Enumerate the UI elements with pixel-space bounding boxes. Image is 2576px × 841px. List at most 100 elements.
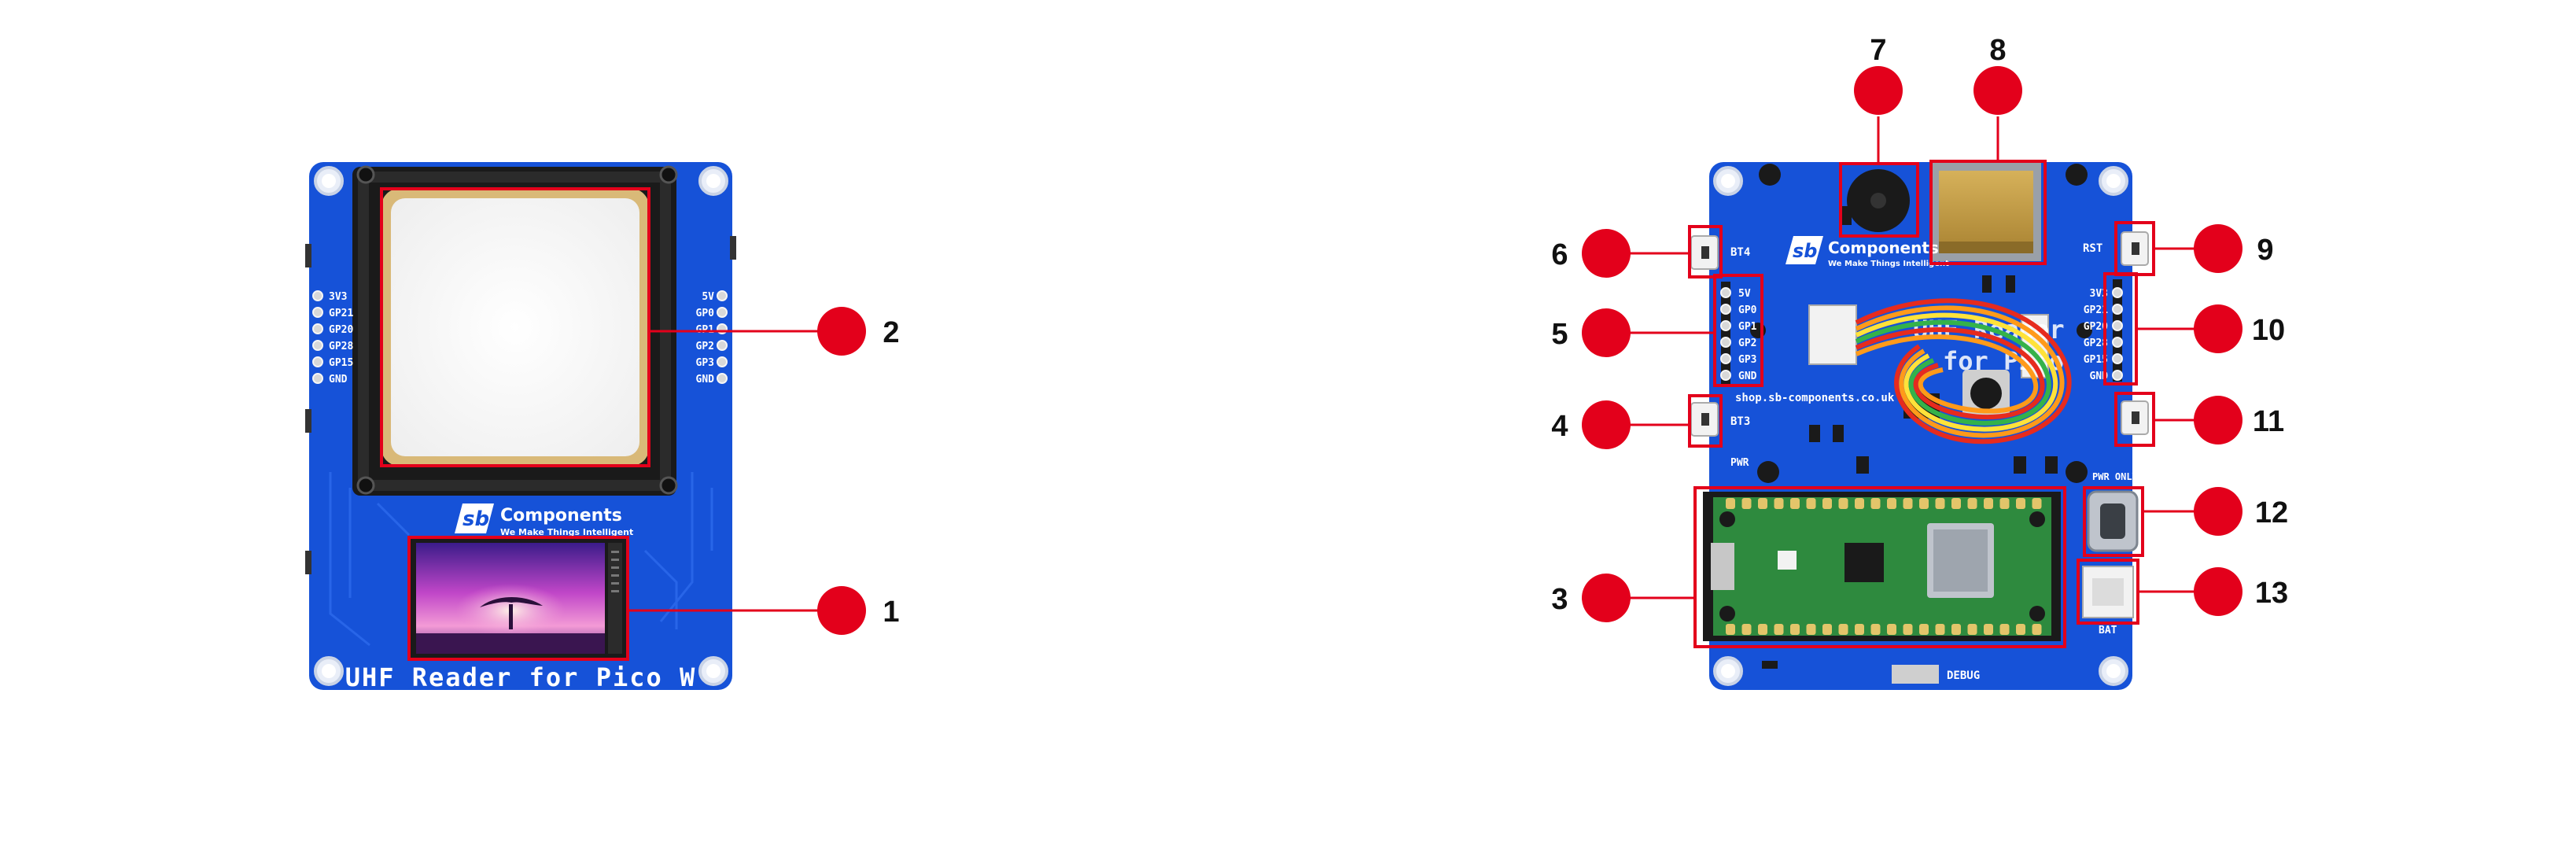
battery-connector bbox=[2082, 566, 2134, 618]
pin-label: GP0 bbox=[696, 308, 715, 319]
front-board-title: UHF Reader for Pico W bbox=[345, 662, 697, 692]
pin-label: GND bbox=[696, 374, 715, 385]
callout-10: 10 bbox=[2103, 272, 2285, 385]
ribbon-cable bbox=[1855, 298, 2072, 444]
callout-13-number: 13 bbox=[2255, 577, 2288, 610]
back-brand-mark: sb bbox=[1793, 240, 1817, 262]
back-brand-logo: sb Components We Make Things Intelligent bbox=[1786, 236, 1949, 268]
label-rst: RST bbox=[2083, 242, 2102, 255]
pin-pad bbox=[717, 290, 728, 301]
front-brand-tagline: We Make Things Intelligent bbox=[500, 527, 633, 537]
back-brand-tagline: We Make Things Intelligent bbox=[1828, 260, 1949, 268]
pico-pin bbox=[1741, 624, 1752, 635]
callout-8-number: 8 bbox=[1989, 34, 2006, 67]
pin-label: GP2 bbox=[1738, 338, 1756, 349]
pin-label: GP15 bbox=[2084, 354, 2108, 366]
pico-pin bbox=[1919, 624, 1929, 635]
callout-13: 13 bbox=[2077, 559, 2288, 625]
pin-label: GP15 bbox=[329, 357, 353, 369]
callout-4-number: 4 bbox=[1551, 410, 1568, 443]
front-left-pin-header: 3V3 GP21 GP20 GP28 GP15 GND bbox=[312, 290, 353, 385]
pin-label: GP0 bbox=[1738, 304, 1757, 316]
pin-pad bbox=[717, 356, 728, 367]
pico-pin bbox=[1758, 498, 1767, 509]
button-rst bbox=[2121, 231, 2149, 266]
pico-pin bbox=[2032, 624, 2042, 635]
push-button bbox=[1962, 370, 2010, 417]
pin-label: GP28 bbox=[329, 341, 353, 352]
pin-pad bbox=[2112, 370, 2123, 381]
back-mount-holes bbox=[1713, 166, 2128, 686]
usb-c-port bbox=[2087, 490, 2139, 552]
pin-pad bbox=[2112, 337, 2123, 348]
callout-6-number: 6 bbox=[1551, 238, 1568, 271]
pin-pad bbox=[312, 307, 323, 318]
pico-pin bbox=[1806, 624, 1816, 635]
pin-label: GP20 bbox=[2084, 321, 2108, 333]
pico-pin bbox=[1967, 498, 1977, 509]
pin-pad bbox=[2112, 320, 2123, 331]
pin-pad bbox=[1720, 353, 1731, 364]
pico-pin bbox=[1726, 498, 1735, 509]
pico-pin bbox=[1919, 498, 1929, 509]
pico-pin bbox=[1999, 498, 2010, 509]
pico-pin bbox=[1903, 498, 1913, 509]
callout-1-number: 1 bbox=[883, 596, 899, 629]
front-brand-mark: sb bbox=[463, 507, 489, 531]
pico-pin bbox=[1774, 498, 1784, 509]
callout-11-number: 11 bbox=[2253, 405, 2284, 438]
back-url: shop.sb-components.co.uk bbox=[1735, 392, 1895, 404]
pico-pin bbox=[1984, 624, 1993, 635]
callout-9-number: 9 bbox=[2257, 234, 2273, 267]
callout-2: 2 bbox=[380, 187, 900, 467]
pico-pin bbox=[1984, 498, 1993, 509]
callout-7-number: 7 bbox=[1870, 34, 1886, 67]
callout-6: 6 bbox=[1551, 225, 1723, 278]
pico-pin bbox=[1822, 498, 1832, 509]
callout-4: 4 bbox=[1551, 394, 1723, 449]
pico-pin bbox=[1726, 624, 1735, 635]
callout-7: 7 bbox=[1839, 34, 1919, 238]
callout-3-number: 3 bbox=[1551, 583, 1568, 616]
pin-pad bbox=[2112, 287, 2123, 298]
label-pwr: PWR bbox=[1730, 457, 1749, 469]
label-bt4: BT4 bbox=[1730, 246, 1750, 259]
pin-label: GP28 bbox=[2084, 338, 2108, 349]
pin-pad bbox=[1720, 304, 1731, 315]
label-pwr-only: PWR ONLY bbox=[2092, 471, 2139, 482]
pin-pad bbox=[1720, 287, 1731, 298]
pin-pad bbox=[312, 323, 323, 334]
front-mount-holes bbox=[314, 166, 728, 686]
pico-pin bbox=[1951, 498, 1961, 509]
pin-pad bbox=[717, 340, 728, 351]
pico-pin bbox=[1838, 498, 1848, 509]
pin-label: GP3 bbox=[696, 357, 714, 369]
label-bt3: BT3 bbox=[1730, 415, 1750, 428]
front-brand-logo: sb Components We Make Things Intelligent bbox=[455, 503, 633, 537]
pico-pin bbox=[2032, 498, 2042, 509]
sd-card-slot bbox=[1931, 163, 2041, 261]
callout-8: 8 bbox=[1929, 34, 2047, 265]
pin-pad bbox=[312, 340, 323, 351]
button-user bbox=[2121, 400, 2149, 435]
buzzer bbox=[1847, 169, 1910, 232]
button-bt3 bbox=[1690, 402, 1719, 437]
pico-pin bbox=[1999, 624, 2010, 635]
pin-label: GP21 bbox=[2084, 304, 2108, 316]
callout-9: 9 bbox=[2114, 221, 2274, 276]
pico-pin bbox=[1790, 624, 1800, 635]
callout-12-number: 12 bbox=[2255, 496, 2288, 529]
button-bt4 bbox=[1690, 235, 1719, 270]
pin-label: GND bbox=[1738, 371, 1757, 382]
pin-pad bbox=[312, 373, 323, 384]
callout-12: 12 bbox=[2083, 486, 2288, 557]
pin-pad bbox=[717, 307, 728, 318]
pin-label: GP3 bbox=[1738, 354, 1756, 366]
pico-pin bbox=[1855, 624, 1864, 635]
pin-label: GP1 bbox=[1738, 321, 1757, 333]
front-tft-display bbox=[409, 537, 628, 659]
pin-label: GND bbox=[329, 374, 348, 385]
